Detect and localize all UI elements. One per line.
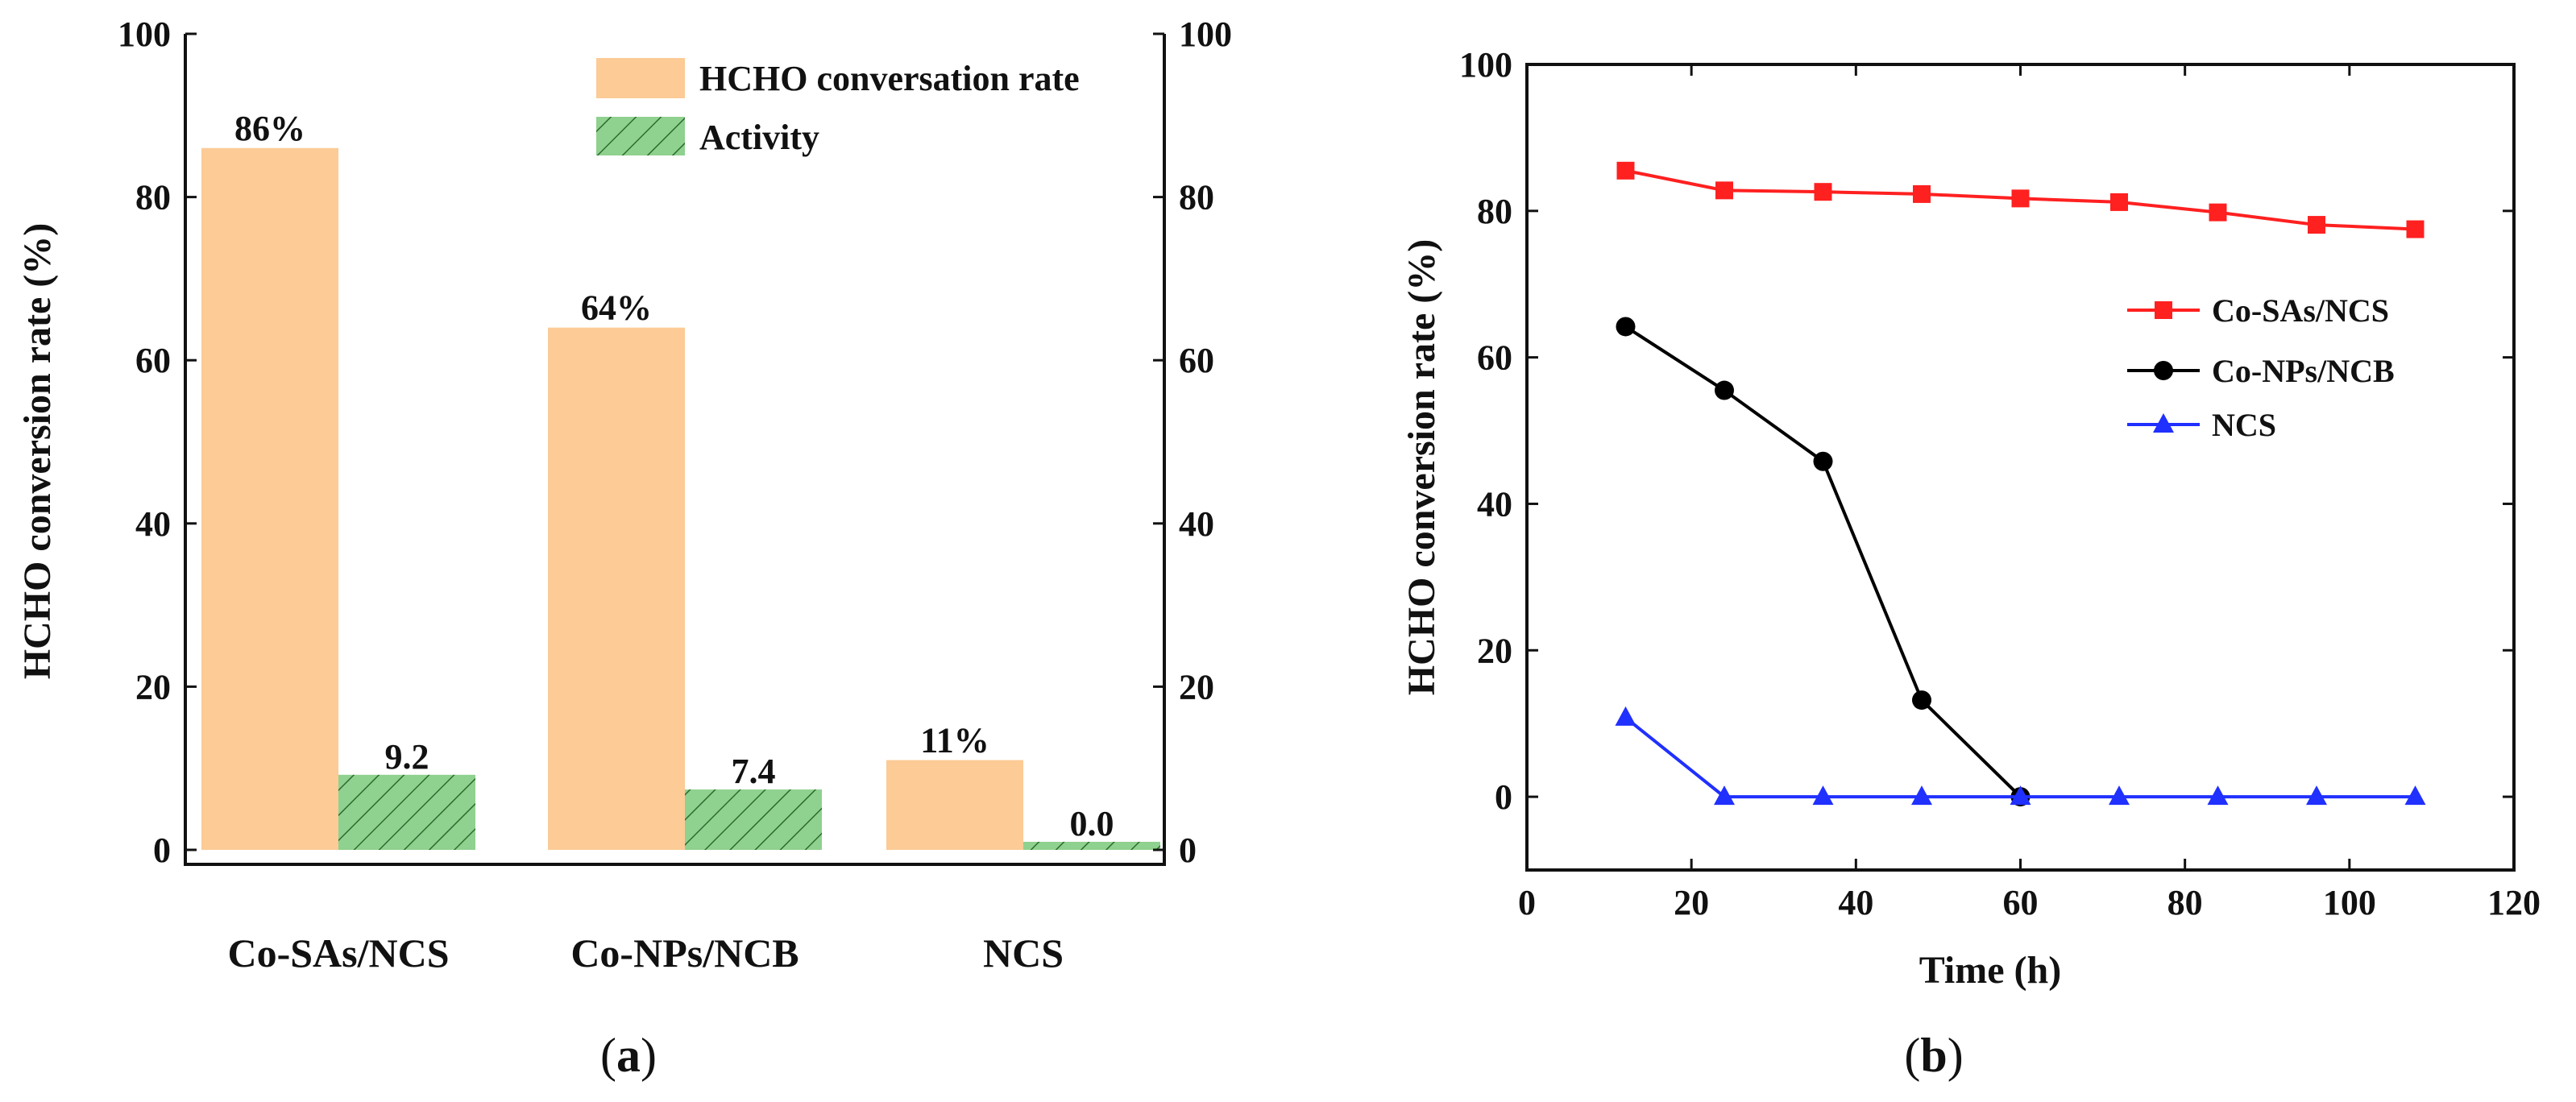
- data-point-2-1: [1714, 785, 1735, 806]
- data-point-0-4: [2011, 189, 2030, 208]
- legend-b: Co-SAs/NCS Co-NPs/NCB NCS: [2127, 292, 2395, 443]
- legend-label-0: Co-SAs/NCS: [2212, 292, 2389, 329]
- data-point-0-6: [2209, 203, 2227, 222]
- y2-tick-label-a: 100: [1179, 14, 1232, 54]
- data-point-1-2: [1813, 451, 1833, 471]
- data-point-0-2: [1814, 183, 1832, 201]
- series-line-2: [1624, 716, 2416, 799]
- data-label-activity-1: 7.4: [732, 752, 776, 791]
- legend-a: HCHO conversation rate Activity: [596, 58, 1080, 157]
- legend-label-activity: Activity: [699, 118, 819, 157]
- x-tick-label-b: 80: [2167, 883, 2203, 922]
- y2-tick-label-a: 60: [1179, 341, 1214, 380]
- category-label-0: Co-SAs/NCS: [227, 930, 449, 976]
- y-tick-label-b: 40: [1477, 484, 1512, 524]
- x-axis-title-b: Time (h): [1919, 949, 2061, 992]
- data-point-2-3: [1911, 785, 1932, 806]
- data-point-1-0: [1616, 317, 1636, 337]
- svg-text:(a): (a): [600, 1029, 657, 1082]
- data-point-0-1: [1715, 181, 1733, 200]
- y2-tick-label-a: 0: [1179, 831, 1197, 870]
- data-point-0-5: [2110, 193, 2128, 211]
- data-point-0-3: [1913, 184, 1931, 203]
- data-point-1-3: [1912, 690, 1931, 710]
- y2-tick-label-a: 40: [1179, 504, 1214, 544]
- data-point-2-0: [1615, 706, 1636, 726]
- legend-swatch-conversion: [596, 58, 685, 98]
- x-tick-label-b: 40: [1838, 883, 1873, 922]
- panel-label-a: (a): [600, 1029, 657, 1082]
- data-point-2-2: [1812, 785, 1834, 806]
- y-tick-label-a: 100: [118, 14, 171, 54]
- panel-label-b: (b): [1904, 1029, 1963, 1082]
- legend-swatch-activity: [596, 117, 685, 155]
- legend-marker-2: [2153, 413, 2174, 433]
- y-tick-label-b: 20: [1477, 631, 1512, 670]
- series-1: [1616, 317, 2031, 807]
- bar-conversion-rate-1: [548, 327, 685, 850]
- y2-tick-label-a: 20: [1179, 667, 1214, 706]
- y-tick-label-b: 0: [1495, 777, 1512, 817]
- y-tick-label-a: 80: [135, 178, 171, 218]
- data-point-0-7: [2308, 216, 2325, 234]
- data-label-conversion-2: 11%: [920, 721, 989, 760]
- y-tick-label-a: 20: [135, 667, 171, 706]
- legend-label-1: Co-NPs/NCB: [2212, 353, 2395, 389]
- data-point-2-7: [2306, 785, 2327, 806]
- category-label-2: NCS: [983, 930, 1064, 976]
- bar-conversion-rate-2: [886, 760, 1023, 850]
- x-tick-label-b: 100: [2323, 883, 2376, 922]
- category-label-1: Co-NPs/NCB: [570, 930, 799, 976]
- data-label-activity-0: 9.2: [385, 737, 429, 777]
- y-tick-label-a: 0: [153, 831, 171, 870]
- data-point-0-0: [1616, 161, 1635, 180]
- series-0: [1616, 161, 2425, 238]
- data-point-2-4: [2010, 785, 2031, 806]
- y-tick-label-a: 60: [135, 341, 171, 380]
- series-2: [1615, 706, 2426, 806]
- bar-activity-1: [685, 789, 822, 850]
- x-tick-label-b: 60: [2003, 883, 2039, 922]
- x-tick-label-b: 120: [2487, 883, 2541, 922]
- bar-conversion-rate-0: [201, 147, 338, 850]
- legend-marker-0: [2155, 301, 2172, 319]
- legend-marker-1: [2154, 361, 2173, 380]
- x-tick-label-b: 20: [1674, 883, 1709, 922]
- data-label-activity-2: 0.0: [1070, 804, 1114, 843]
- panel-label-b-letter: b: [1920, 1029, 1947, 1082]
- data-label-conversion-0: 86%: [234, 109, 305, 148]
- bar-activity-2: [1023, 842, 1160, 850]
- plot-frame-b: [1525, 63, 2516, 872]
- bar-chart-a: 86% 9.2 Co-SAs/NCS 64% 7.4 Co-NPs/NCB 11% 0.0 NC…: [16, 14, 1232, 1082]
- y-tick-label-a: 40: [135, 504, 171, 544]
- data-point-0-8: [2406, 220, 2425, 238]
- svg-text:(b): (b): [1904, 1029, 1963, 1082]
- bar-activity-0: [338, 774, 475, 850]
- y-tick-label-b: 80: [1477, 192, 1512, 231]
- panel-label-a-letter: a: [616, 1029, 641, 1082]
- data-point-2-6: [2207, 785, 2229, 806]
- x-tick-label-b: 0: [1518, 883, 1536, 922]
- legend-label-conversion: HCHO conversation rate: [699, 59, 1080, 98]
- legend-label-2: NCS: [2212, 407, 2276, 443]
- y2-tick-label-a: 80: [1179, 178, 1214, 218]
- data-point-1-1: [1715, 380, 1734, 400]
- data-point-2-5: [2109, 785, 2130, 806]
- data-point-2-8: [2404, 785, 2426, 806]
- y-axis-title-a: HCHO conversion rate (%): [16, 223, 59, 680]
- series-line-1: [1624, 325, 2022, 798]
- y-tick-label-b: 100: [1459, 45, 1512, 85]
- y-axis-title-b: HCHO conversion rate (%): [1400, 239, 1443, 696]
- y-tick-label-b: 60: [1477, 338, 1512, 378]
- data-label-conversion-1: 64%: [581, 288, 652, 328]
